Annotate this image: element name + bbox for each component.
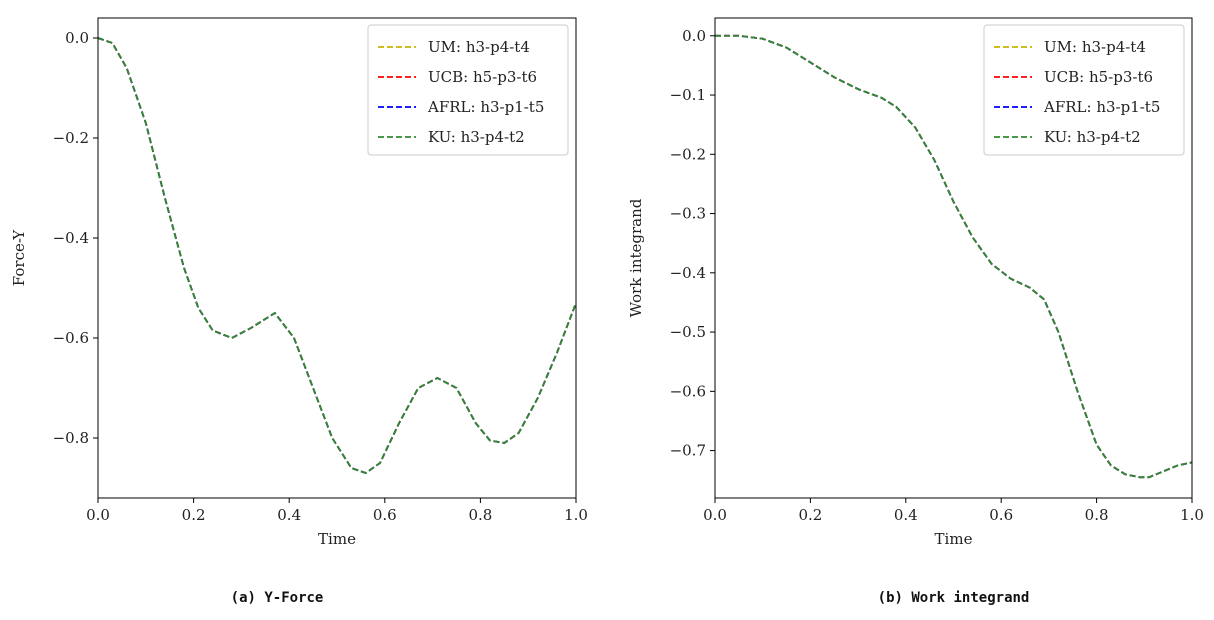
- y-tick-label: −0.4: [53, 229, 89, 247]
- y-tick-label: −0.7: [670, 442, 706, 460]
- legend-label: AFRL: h3-p1-t5: [1043, 98, 1160, 116]
- legend: UM: h3-p4-t4 UCB: h5-p3-t6 AFRL: h3-p1-t5 K…: [983, 24, 1185, 156]
- x-tick-label: 1.0: [564, 506, 588, 524]
- y-tick-label: −0.5: [670, 323, 706, 341]
- figure-caption: (a) Y-Force: [231, 590, 324, 606]
- y-tick-label: −0.6: [670, 382, 706, 400]
- x-tick-label: 0.0: [703, 506, 727, 524]
- y-axis-title: Work integrand: [627, 198, 645, 317]
- x-tick-label: 0.8: [468, 506, 492, 524]
- legend-label: UCB: h5-p3-t6: [1044, 68, 1153, 86]
- legend-label: UM: h3-p4-t4: [1044, 38, 1146, 56]
- x-axis-title: Time: [935, 530, 973, 548]
- y-tick-label: −0.2: [670, 145, 706, 163]
- chart-a: 0.0 0.2 0.4 0.6 0.8 1.0 0.0 −0.2 −0.4 −0.6 −0.8 Tim…: [10, 17, 588, 606]
- y-axis-title: Force-Y: [10, 229, 28, 286]
- x-tick-label: 0.2: [182, 506, 206, 524]
- x-tick-label: 0.8: [1085, 506, 1109, 524]
- legend-label: AFRL: h3-p1-t5: [427, 98, 544, 116]
- y-tick-label: −0.2: [53, 129, 89, 147]
- y-tick-label: −0.6: [53, 329, 89, 347]
- x-tick-label: 0.6: [373, 506, 397, 524]
- x-axis-title: Time: [318, 530, 356, 548]
- legend-label: KU: h3-p4-t2: [428, 128, 525, 146]
- series-line-4: [98, 37, 576, 474]
- y-tick-label: −0.8: [53, 429, 89, 447]
- x-tick-label: 0.0: [86, 506, 110, 524]
- legend-label: UCB: h5-p3-t6: [428, 68, 537, 86]
- legend-label: KU: h3-p4-t2: [1044, 128, 1141, 146]
- legend-box: [983, 24, 1185, 156]
- legend-box: [367, 24, 569, 156]
- axes-frame: [97, 17, 577, 499]
- x-tick-label: 0.6: [989, 506, 1013, 524]
- legend-label: UM: h3-p4-t4: [428, 38, 530, 56]
- y-tick-label: 0.0: [65, 29, 89, 47]
- y-tick-label: −0.1: [670, 86, 706, 104]
- x-tick-label: 1.0: [1180, 506, 1204, 524]
- chart-b: 0.0 0.2 0.4 0.6 0.8 1.0 0.0 −0.1 −0.2 −0.3 −0.4 −0.…: [627, 17, 1204, 606]
- legend: UM: h3-p4-t4 UCB: h5-p3-t6 AFRL: h3-p1-t5 K…: [367, 24, 569, 156]
- x-tick-label: 0.2: [798, 506, 822, 524]
- x-tick-label: 0.4: [277, 506, 301, 524]
- figure-caption: (b) Work integrand: [878, 590, 1030, 606]
- y-tick-label: 0.0: [682, 27, 706, 45]
- axes-frame: [714, 17, 1193, 499]
- y-tick-label: −0.4: [670, 264, 706, 282]
- series-line-4: [715, 34, 1192, 479]
- x-tick-label: 0.4: [894, 506, 918, 524]
- y-tick-label: −0.3: [670, 205, 706, 223]
